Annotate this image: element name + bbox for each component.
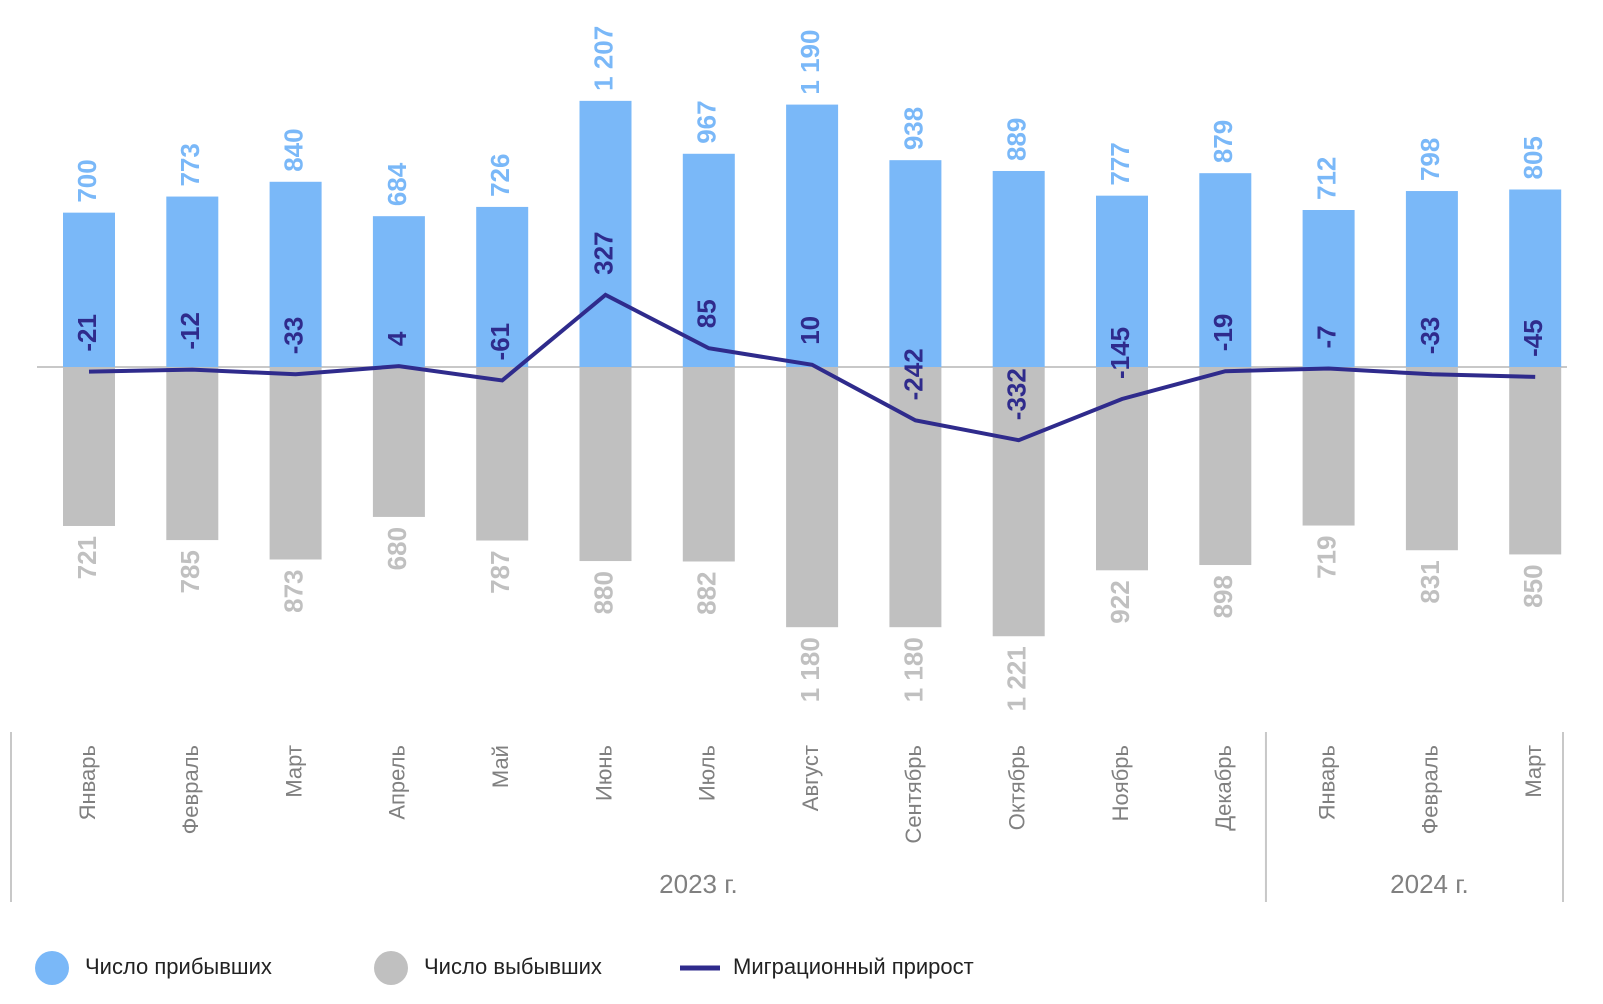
data-label: 680: [382, 527, 412, 570]
legend-label: Число выбывших: [424, 954, 602, 979]
x-tick-label: Сентябрь: [901, 745, 926, 844]
x-tick-label: Июль: [695, 745, 720, 801]
data-label: 1 180: [795, 637, 825, 702]
group-label: 2023 г.: [659, 869, 738, 899]
data-label: 721: [72, 536, 102, 579]
bar: [476, 206, 529, 367]
legend-marker: [374, 951, 408, 985]
data-label: -21: [72, 314, 102, 352]
x-tick-label: Апрель: [385, 745, 410, 820]
data-label: 785: [175, 550, 205, 593]
data-label: 719: [1311, 536, 1341, 579]
data-label: 831: [1415, 560, 1445, 603]
data-label: 805: [1518, 136, 1548, 179]
data-label: 898: [1208, 575, 1238, 618]
bar: [476, 367, 529, 541]
bar: [372, 216, 425, 367]
bar: [1509, 189, 1562, 367]
data-label: 1 180: [898, 637, 928, 702]
bar: [63, 212, 115, 367]
bar: [1509, 367, 1562, 555]
x-tick-label: Март: [281, 745, 306, 798]
bar: [1405, 191, 1458, 367]
x-tick-label: Октябрь: [1005, 745, 1030, 830]
x-tick-label: Август: [798, 745, 823, 811]
data-label: 967: [692, 100, 722, 143]
data-label: 1 190: [795, 30, 825, 95]
bar: [992, 367, 1045, 637]
data-label: 4: [382, 331, 412, 346]
bar: [786, 367, 839, 628]
data-label: 1 221: [1002, 646, 1032, 711]
data-label: 840: [278, 128, 308, 171]
legend-label: Миграционный прирост: [733, 954, 974, 979]
bar: [269, 367, 322, 560]
bar: [1405, 367, 1458, 551]
x-tick-label: Февраль: [178, 745, 203, 834]
bar: [166, 367, 219, 541]
data-label: 938: [898, 107, 928, 150]
bar: [63, 367, 115, 526]
x-tick-label: Июнь: [591, 745, 616, 801]
x-tick-label: Май: [488, 745, 513, 788]
bar: [372, 367, 425, 517]
x-tick-label: Февраль: [1418, 745, 1443, 834]
group-label: 2024 г.: [1390, 869, 1469, 899]
x-tick-label: Декабрь: [1211, 745, 1236, 831]
data-label: 712: [1311, 157, 1341, 200]
x-tick-label: Март: [1521, 745, 1546, 798]
x-tick-label: Ноябрь: [1108, 745, 1133, 821]
data-label: -33: [278, 317, 308, 355]
data-label: 773: [175, 143, 205, 186]
data-label: 10: [795, 316, 825, 345]
bar: [1302, 210, 1355, 367]
data-label: 798: [1415, 138, 1445, 181]
data-label: 726: [485, 154, 515, 197]
data-label: 889: [1002, 118, 1032, 161]
data-label: 850: [1518, 564, 1548, 607]
data-label: -45: [1518, 319, 1548, 357]
data-label: 873: [278, 569, 308, 612]
data-label: -332: [1002, 368, 1032, 420]
bar: [1302, 367, 1355, 526]
data-label: -33: [1415, 317, 1445, 355]
data-label: 684: [382, 162, 412, 206]
legend-label: Число прибывших: [85, 954, 272, 979]
data-label: -12: [175, 312, 205, 350]
legend-marker: [35, 951, 69, 985]
data-label: -145: [1105, 327, 1135, 379]
data-label: 327: [588, 232, 618, 275]
bar: [1096, 195, 1148, 367]
data-label: 882: [692, 571, 722, 614]
bar: [682, 367, 735, 562]
bar: [889, 367, 942, 628]
bar: [786, 104, 839, 367]
data-label: -19: [1208, 314, 1238, 352]
bar: [682, 153, 735, 367]
bar: [889, 160, 942, 367]
data-label: 922: [1105, 580, 1135, 623]
bar: [269, 181, 322, 367]
bar: [1199, 367, 1252, 566]
data-label: 787: [485, 551, 515, 594]
line: [88, 292, 1536, 443]
bar: [579, 100, 632, 367]
data-label: 879: [1208, 120, 1238, 163]
x-tick-label: Январь: [1314, 745, 1339, 820]
data-label: -61: [485, 323, 515, 361]
bar: [166, 196, 219, 367]
data-label: 880: [588, 571, 618, 614]
bar: [1199, 173, 1252, 367]
data-label: -7: [1311, 325, 1341, 348]
data-label: 700: [72, 159, 102, 202]
data-label: 85: [692, 299, 722, 328]
bar: [579, 367, 632, 562]
data-label: 1 207: [588, 26, 618, 91]
x-tick-label: Январь: [75, 745, 100, 820]
data-label: -242: [898, 348, 928, 400]
bar: [992, 170, 1045, 367]
data-label: 777: [1105, 142, 1135, 185]
